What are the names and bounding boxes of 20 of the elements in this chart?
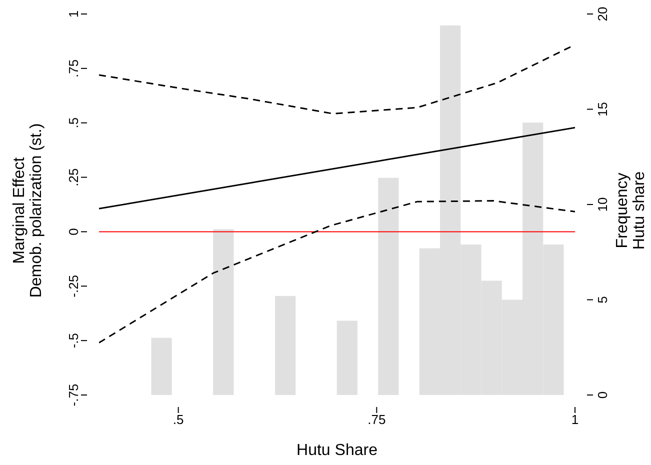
x-tick-label: 1 xyxy=(571,412,579,428)
y2-tick-label: 15 xyxy=(595,102,610,116)
y-tick-label: 1 xyxy=(66,10,81,18)
y-tick-label: .25 xyxy=(66,168,81,186)
y2-tick-label: 10 xyxy=(595,197,610,212)
y2-tick-label: 0 xyxy=(595,391,610,399)
y-tick-label: .75 xyxy=(66,59,81,78)
y-tick-label: -.75 xyxy=(66,384,81,406)
x-axis-title: Hutu Share xyxy=(296,442,378,459)
y-tick-label: .5 xyxy=(66,117,81,128)
y-tick-label: 0 xyxy=(66,228,81,236)
x-tick-label: .75 xyxy=(368,412,386,428)
x-tick-label: .5 xyxy=(172,412,184,428)
y2-tick-label: 5 xyxy=(595,296,610,304)
y2-tick-label: 20 xyxy=(595,6,610,22)
y-tick-label: -.5 xyxy=(66,332,81,348)
y-axis-title: Marginal Effect Demob. polarization (st.) xyxy=(11,123,45,298)
y-tick-label: -.25 xyxy=(66,274,81,298)
y2-axis-title: Frequency Hutu share xyxy=(614,171,648,250)
line-series xyxy=(99,200,575,344)
